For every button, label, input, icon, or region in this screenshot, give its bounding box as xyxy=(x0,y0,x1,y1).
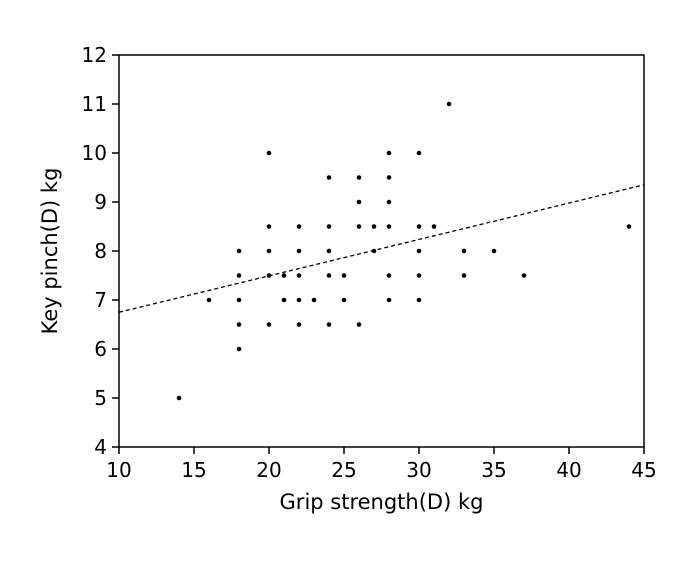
data-point xyxy=(416,150,422,156)
data-point xyxy=(236,273,242,278)
y-axis-title: Key pinch(D) kg xyxy=(38,168,62,335)
x-axis-ticks: 10 15 20 25 30 35 40 45 xyxy=(106,447,657,482)
data-point xyxy=(461,248,467,254)
data-point xyxy=(266,150,272,156)
data-point xyxy=(236,248,242,254)
data-point xyxy=(356,322,362,327)
data-point xyxy=(416,224,422,229)
data-point xyxy=(386,297,392,303)
data-point xyxy=(326,248,332,254)
data-point xyxy=(341,273,347,278)
data-point xyxy=(296,273,302,278)
data-point xyxy=(431,224,437,229)
data-point xyxy=(236,297,242,303)
x-tick-label: 35 xyxy=(481,458,506,482)
data-point xyxy=(326,273,332,278)
data-point xyxy=(371,224,377,229)
data-point xyxy=(236,322,242,327)
y-tick-label: 9 xyxy=(94,190,107,214)
data-point xyxy=(266,273,272,278)
data-point xyxy=(386,224,392,229)
y-tick-label: 10 xyxy=(82,141,107,165)
data-point xyxy=(626,224,632,229)
y-tick-label: 7 xyxy=(94,288,107,312)
y-tick-label: 6 xyxy=(94,337,107,361)
x-tick-label: 40 xyxy=(556,458,581,482)
data-point xyxy=(176,395,182,401)
data-point xyxy=(296,297,302,303)
trend-line xyxy=(118,184,645,313)
data-point xyxy=(416,273,422,278)
data-point xyxy=(326,175,332,180)
data-point xyxy=(266,224,272,229)
data-point xyxy=(386,150,392,156)
data-point xyxy=(296,322,302,327)
data-point xyxy=(281,273,287,278)
data-point xyxy=(281,297,287,303)
data-point xyxy=(521,273,527,278)
x-axis-title: Grip strength(D) kg xyxy=(280,490,484,514)
data-point xyxy=(356,224,362,229)
data-point xyxy=(416,248,422,254)
data-point xyxy=(206,297,212,303)
data-point xyxy=(356,175,362,180)
data-point xyxy=(341,297,347,303)
data-point xyxy=(461,273,467,278)
data-point xyxy=(296,248,302,254)
x-tick-label: 15 xyxy=(181,458,206,482)
data-point xyxy=(266,248,272,254)
y-axis-ticks: 4 5 6 7 8 9 10 11 12 xyxy=(82,43,119,459)
x-tick-label: 30 xyxy=(406,458,431,482)
y-tick-label: 5 xyxy=(94,386,107,410)
data-point xyxy=(356,199,362,205)
data-point xyxy=(386,199,392,205)
data-point xyxy=(446,101,452,107)
data-point xyxy=(236,346,242,352)
data-point xyxy=(491,248,497,254)
data-point xyxy=(326,224,332,229)
data-point xyxy=(386,273,392,278)
data-point xyxy=(266,322,272,327)
y-tick-label: 11 xyxy=(82,92,107,116)
data-point xyxy=(416,297,422,303)
data-point xyxy=(311,297,317,303)
plot-frame xyxy=(118,54,645,448)
x-tick-label: 25 xyxy=(331,458,356,482)
x-tick-label: 45 xyxy=(631,458,656,482)
data-point xyxy=(326,322,332,327)
x-tick-label: 20 xyxy=(256,458,281,482)
x-tick-label: 10 xyxy=(106,458,131,482)
data-point xyxy=(371,248,377,254)
data-points xyxy=(176,101,632,401)
y-tick-label: 12 xyxy=(82,43,107,67)
data-point xyxy=(296,224,302,229)
y-tick-label: 8 xyxy=(94,239,107,263)
data-point xyxy=(386,175,392,180)
y-tick-label: 4 xyxy=(94,435,107,459)
